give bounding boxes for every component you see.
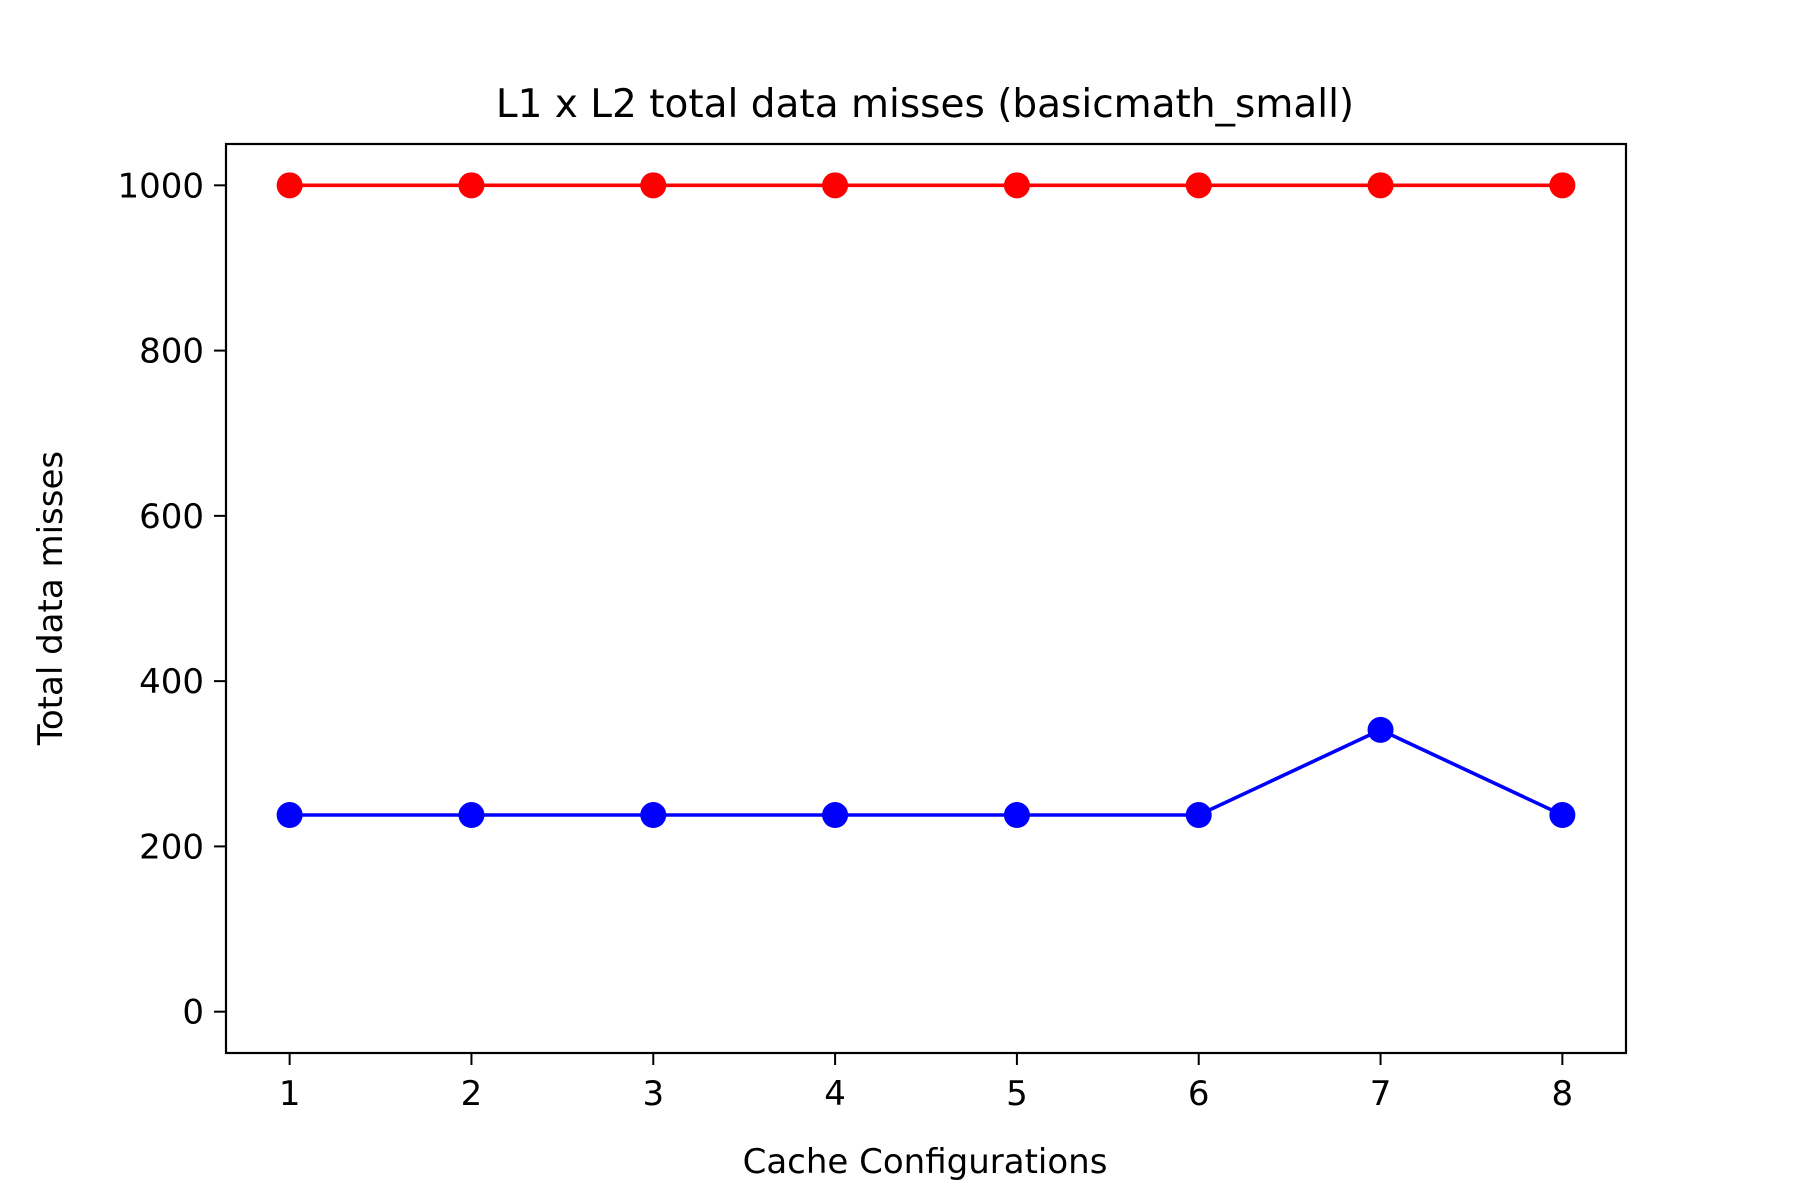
y-tick-label: 800 <box>139 332 204 372</box>
series-layer <box>276 172 1576 829</box>
x-tick-label: 1 <box>279 1074 301 1114</box>
series-2 <box>276 716 1576 829</box>
plot-frame <box>224 142 1628 1055</box>
data-point <box>822 172 849 199</box>
data-point <box>1185 802 1212 829</box>
data-point <box>1549 172 1576 199</box>
y-tick-label: 200 <box>139 827 204 867</box>
data-point <box>276 172 303 199</box>
y-tick-label: 600 <box>139 497 204 537</box>
y-tick-label: 400 <box>139 662 204 702</box>
x-axis-label: Cache Configurations <box>743 1142 1108 1182</box>
data-point <box>1003 172 1030 199</box>
series-line-2 <box>287 728 1565 818</box>
x-tick-label: 8 <box>1552 1074 1574 1114</box>
data-point <box>458 802 485 829</box>
data-point <box>640 802 667 829</box>
y-axis-ticks: 0 200 400 600 800 1000 <box>117 166 226 1033</box>
x-tick-label: 5 <box>1006 1074 1028 1114</box>
data-point <box>276 802 303 829</box>
data-point <box>1003 802 1030 829</box>
y-tick-label: 0 <box>182 993 204 1033</box>
chart-title: L1 x L2 total data misses (basicmath_sma… <box>496 82 1354 127</box>
data-point <box>1185 172 1212 199</box>
y-tick-label: 1000 <box>117 166 204 206</box>
data-point <box>1367 172 1394 199</box>
x-tick-label: 2 <box>461 1074 483 1114</box>
data-point <box>1367 716 1394 743</box>
data-point <box>1549 802 1576 829</box>
data-point <box>458 172 485 199</box>
data-point <box>640 172 667 199</box>
x-axis-ticks: 1 2 3 4 5 6 7 8 <box>279 1053 1573 1114</box>
y-axis-label: Total data misses <box>31 451 71 746</box>
data-point <box>822 802 849 829</box>
x-tick-label: 4 <box>824 1074 846 1114</box>
x-tick-label: 6 <box>1188 1074 1210 1114</box>
x-tick-label: 3 <box>642 1074 664 1114</box>
x-tick-label: 7 <box>1370 1074 1392 1114</box>
series-1 <box>276 172 1576 199</box>
